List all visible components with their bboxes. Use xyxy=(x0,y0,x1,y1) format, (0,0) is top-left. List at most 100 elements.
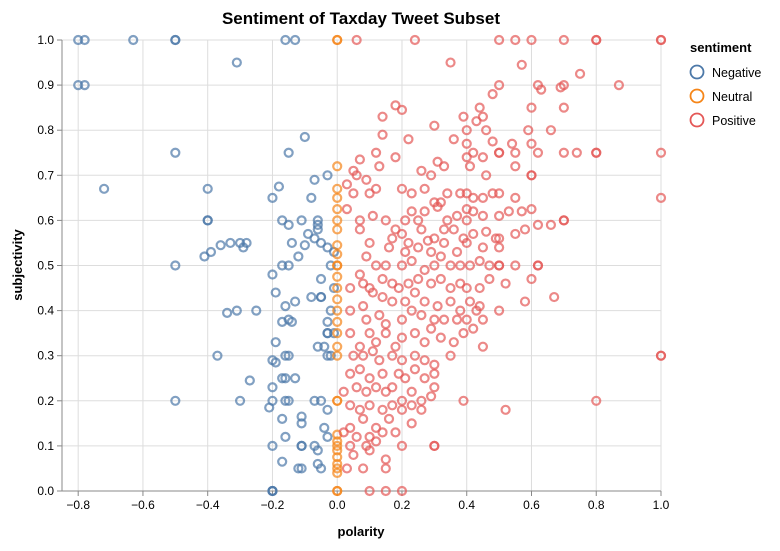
data-point xyxy=(510,260,521,271)
data-point xyxy=(367,287,378,298)
data-point xyxy=(393,282,404,294)
data-point xyxy=(345,400,356,411)
data-point xyxy=(377,368,388,379)
x-tick-label: −0.8 xyxy=(66,498,90,512)
data-point xyxy=(613,79,625,91)
data-point xyxy=(461,152,472,163)
data-point xyxy=(448,134,459,145)
data-point xyxy=(283,147,294,158)
data-point xyxy=(380,319,391,330)
y-tick-label: 0.7 xyxy=(37,168,54,182)
data-point xyxy=(390,427,401,438)
data-point xyxy=(396,183,408,194)
data-point xyxy=(351,170,362,181)
data-point xyxy=(128,34,139,46)
data-point xyxy=(474,102,485,113)
legend-symbol-positive xyxy=(689,112,705,128)
data-point xyxy=(332,260,343,271)
data-point xyxy=(419,337,430,348)
data-point xyxy=(358,463,369,474)
data-point xyxy=(290,373,301,384)
data-point xyxy=(591,395,602,406)
data-point xyxy=(380,485,391,497)
data-point xyxy=(296,463,307,474)
data-point xyxy=(526,138,537,149)
data-point xyxy=(364,373,375,384)
data-point xyxy=(500,404,511,415)
data-point xyxy=(558,34,569,46)
data-point xyxy=(354,364,365,375)
data-point xyxy=(351,34,362,46)
data-point xyxy=(244,375,255,386)
data-point xyxy=(471,116,482,127)
data-point xyxy=(413,215,424,226)
data-point xyxy=(432,300,443,312)
data-point xyxy=(383,242,395,253)
data-point xyxy=(170,260,181,271)
data-point xyxy=(277,413,288,424)
data-point xyxy=(532,147,544,158)
data-point xyxy=(426,323,437,334)
data-point xyxy=(348,449,359,461)
data-point xyxy=(655,192,667,203)
data-point xyxy=(555,82,566,93)
data-point xyxy=(468,323,479,334)
data-point xyxy=(332,271,343,282)
data-point xyxy=(429,120,440,131)
data-point xyxy=(390,100,401,111)
data-point xyxy=(536,84,547,95)
data-point xyxy=(500,278,511,289)
data-points xyxy=(73,34,667,497)
data-point xyxy=(419,373,430,384)
series-positive xyxy=(338,34,667,497)
data-point xyxy=(332,440,343,451)
data-point xyxy=(464,260,476,271)
legend-label-negative: Negative xyxy=(712,66,761,80)
data-point xyxy=(332,350,343,361)
data-point xyxy=(464,161,476,172)
data-point xyxy=(277,215,288,226)
data-point xyxy=(361,386,372,397)
data-point xyxy=(477,314,489,325)
data-point xyxy=(358,278,369,289)
data-point xyxy=(474,282,485,294)
data-point xyxy=(290,34,301,46)
data-point xyxy=(296,411,307,422)
data-point xyxy=(367,210,378,221)
data-point xyxy=(445,282,456,294)
data-point xyxy=(516,206,527,217)
data-point xyxy=(406,206,417,217)
data-point xyxy=(270,287,281,298)
data-point xyxy=(558,102,569,113)
data-point xyxy=(283,314,294,325)
legend-symbol-negative xyxy=(689,64,705,80)
data-point xyxy=(332,282,343,294)
data-point xyxy=(354,404,365,415)
data-point xyxy=(451,210,463,221)
data-point xyxy=(283,395,294,406)
data-point xyxy=(332,249,343,260)
y-tick-label: 0.9 xyxy=(37,78,54,92)
y-tick-label: 0.4 xyxy=(37,304,54,318)
x-tick-label: 0.6 xyxy=(523,498,540,512)
data-point xyxy=(494,260,505,271)
data-point xyxy=(170,147,181,158)
data-point xyxy=(296,215,307,226)
data-point xyxy=(516,59,527,70)
data-point xyxy=(293,463,304,474)
data-point xyxy=(396,260,408,271)
data-point xyxy=(212,350,223,361)
data-point xyxy=(396,314,408,325)
data-point xyxy=(494,34,505,46)
data-point xyxy=(448,224,459,235)
data-point xyxy=(438,161,450,172)
data-point xyxy=(396,104,408,116)
data-point xyxy=(79,34,90,46)
data-point xyxy=(234,395,246,406)
data-point xyxy=(364,485,375,497)
data-point xyxy=(328,282,340,294)
data-point xyxy=(510,34,521,46)
data-point xyxy=(416,310,427,321)
data-point xyxy=(416,404,427,415)
data-point xyxy=(655,34,667,46)
